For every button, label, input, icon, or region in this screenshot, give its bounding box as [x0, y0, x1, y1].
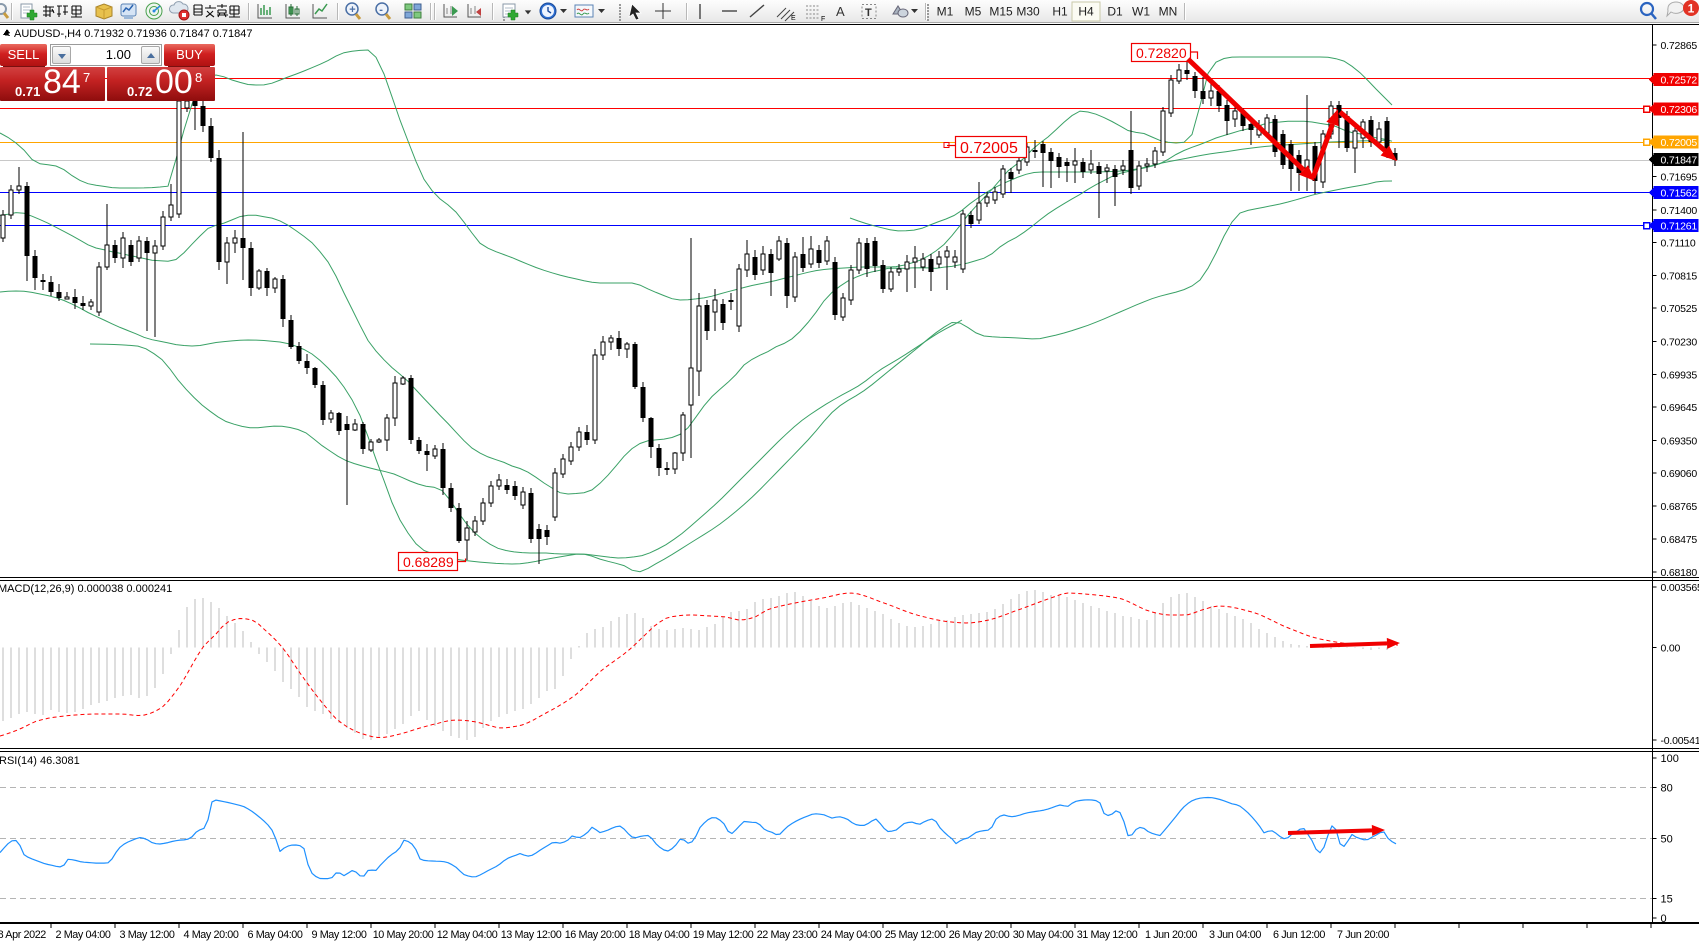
svg-text:AUDUSD-,H4 0.71932 0.71936 0.: AUDUSD-,H4 0.71932 0.71936 0.71847 0.718…: [14, 28, 253, 40]
svg-text:0.71847: 0.71847: [1661, 155, 1698, 167]
svg-text:1: 1: [1688, 2, 1695, 16]
svg-text:0.72005: 0.72005: [1661, 137, 1698, 149]
svg-text:M30: M30: [1016, 5, 1040, 19]
svg-text:6 May 04:00: 6 May 04:00: [247, 929, 302, 941]
svg-text:19 May 12:00: 19 May 12:00: [693, 929, 754, 941]
svg-text:-: -: [379, 4, 383, 16]
svg-text:1 Jun 20:00: 1 Jun 20:00: [1145, 929, 1197, 941]
svg-text:2 May 04:00: 2 May 04:00: [55, 929, 110, 941]
svg-text:6 Jun 12:00: 6 Jun 12:00: [1273, 929, 1325, 941]
svg-text:-0.005416: -0.005416: [1661, 735, 1699, 747]
svg-text:30 May 04:00: 30 May 04:00: [1013, 929, 1074, 941]
svg-text:0.71261: 0.71261: [1661, 221, 1698, 233]
svg-text:16 May 20:00: 16 May 20:00: [565, 929, 626, 941]
svg-text:0.70815: 0.70815: [1661, 271, 1698, 283]
svg-text:26 May 20:00: 26 May 20:00: [949, 929, 1010, 941]
svg-text:10 May 20:00: 10 May 20:00: [373, 929, 434, 941]
svg-text:0.69350: 0.69350: [1661, 435, 1698, 447]
svg-text:31 May 12:00: 31 May 12:00: [1077, 929, 1138, 941]
svg-text:0.69060: 0.69060: [1661, 468, 1698, 480]
svg-text:F: F: [821, 16, 825, 23]
svg-text:0.71110: 0.71110: [1661, 237, 1696, 249]
svg-text:0.72306: 0.72306: [1661, 104, 1698, 116]
svg-text:MACD(12,26,9) 0.000038 0.00024: MACD(12,26,9) 0.000038 0.000241: [0, 583, 172, 595]
svg-text:0.003565: 0.003565: [1661, 582, 1699, 594]
svg-text:12 May 04:00: 12 May 04:00: [437, 929, 498, 941]
svg-text:9 May 12:00: 9 May 12:00: [311, 929, 366, 941]
svg-text:+: +: [349, 4, 355, 16]
svg-text:13 May 12:00: 13 May 12:00: [501, 929, 562, 941]
svg-text:22 May 23:00: 22 May 23:00: [757, 929, 818, 941]
svg-text:H4: H4: [1078, 5, 1094, 19]
svg-text:T: T: [865, 7, 872, 19]
svg-text:M5: M5: [965, 5, 982, 19]
svg-text:7 Jun 20:00: 7 Jun 20:00: [1337, 929, 1389, 941]
svg-text:3 May 12:00: 3 May 12:00: [119, 929, 174, 941]
svg-text:4 May 20:00: 4 May 20:00: [183, 929, 238, 941]
svg-text:25 May 12:00: 25 May 12:00: [885, 929, 946, 941]
svg-text:A: A: [836, 4, 845, 19]
svg-text:0.72572: 0.72572: [1661, 75, 1698, 87]
svg-text:28 Apr 2022: 28 Apr 2022: [0, 929, 46, 941]
svg-text:E: E: [791, 15, 796, 22]
svg-text:24 May 04:00: 24 May 04:00: [821, 929, 882, 941]
svg-text:80: 80: [1661, 783, 1673, 795]
svg-text:M15: M15: [989, 5, 1013, 19]
svg-text:0.70230: 0.70230: [1661, 336, 1698, 348]
svg-text:0.68475: 0.68475: [1661, 534, 1698, 546]
svg-text:MN: MN: [1159, 5, 1178, 19]
svg-text:M1: M1: [937, 5, 954, 19]
svg-text:0.68289: 0.68289: [403, 554, 454, 570]
svg-text:100: 100: [1661, 753, 1679, 765]
svg-text:18 May 04:00: 18 May 04:00: [629, 929, 690, 941]
svg-text:0.72820: 0.72820: [1136, 45, 1187, 61]
svg-text:0.70525: 0.70525: [1661, 303, 1698, 315]
svg-text:0.68765: 0.68765: [1661, 501, 1698, 513]
svg-text:W1: W1: [1132, 5, 1150, 19]
svg-text:0.69645: 0.69645: [1661, 402, 1698, 414]
svg-text:RSI(14) 46.3081: RSI(14) 46.3081: [0, 755, 80, 767]
svg-text:0.72005: 0.72005: [960, 140, 1018, 157]
svg-text:0.69935: 0.69935: [1661, 370, 1698, 382]
svg-text:H1: H1: [1052, 5, 1068, 19]
svg-text:3 Jun 04:00: 3 Jun 04:00: [1209, 929, 1261, 941]
svg-text:D1: D1: [1107, 5, 1123, 19]
svg-text:0: 0: [1661, 913, 1667, 925]
svg-text:0.71562: 0.71562: [1661, 188, 1698, 200]
svg-text:0.68180: 0.68180: [1661, 567, 1698, 579]
svg-text:0.71695: 0.71695: [1661, 172, 1698, 184]
svg-text:15: 15: [1661, 894, 1673, 906]
svg-text:0.00: 0.00: [1661, 643, 1681, 655]
svg-text:0.71400: 0.71400: [1661, 205, 1698, 217]
svg-text:0.72865: 0.72865: [1661, 40, 1698, 52]
svg-text:50: 50: [1661, 834, 1673, 846]
